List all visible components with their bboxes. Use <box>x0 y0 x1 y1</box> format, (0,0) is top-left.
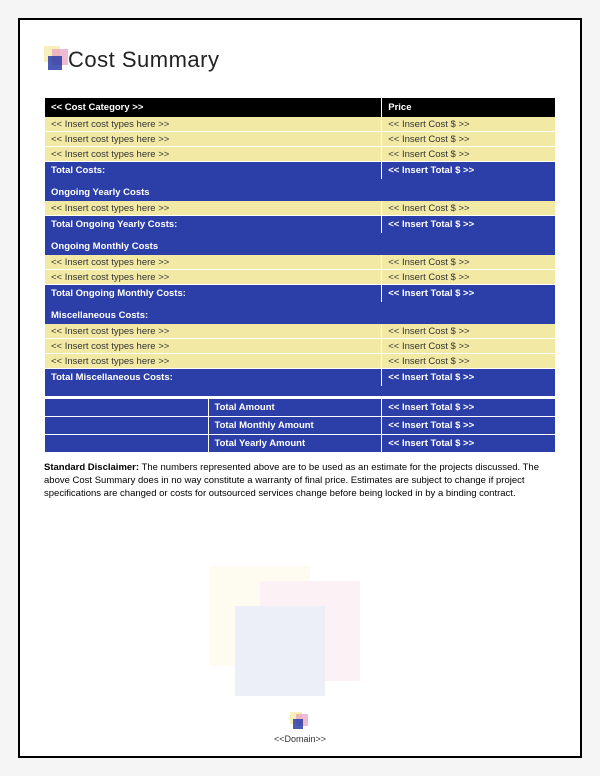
cost-type: << Insert cost types here >> <box>45 147 382 162</box>
summary-label: Total Amount <box>208 399 382 417</box>
section-heading-row: Miscellaneous Costs: <box>45 302 556 324</box>
logo-icon <box>44 46 72 74</box>
page-title: Cost Summary <box>68 47 219 73</box>
section-heading-row: Ongoing Yearly Costs <box>45 179 556 201</box>
document-page: Cost Summary << Cost Category >> Price <… <box>18 18 582 758</box>
cost-type: << Insert cost types here >> <box>45 324 382 339</box>
total-row: Total Costs: << Insert Total $ >> <box>45 162 556 180</box>
cost-value: << Insert Cost $ >> <box>382 255 556 270</box>
total-row: Total Ongoing Yearly Costs: << Insert To… <box>45 216 556 234</box>
cost-type: << Insert cost types here >> <box>45 132 382 147</box>
summary-label: Total Yearly Amount <box>208 435 382 453</box>
header-category: << Cost Category >> <box>45 98 382 117</box>
cost-value: << Insert Cost $ >> <box>382 147 556 162</box>
cost-row: << Insert cost types here >> << Insert C… <box>45 270 556 285</box>
total-value: << Insert Total $ >> <box>382 216 556 234</box>
cost-row: << Insert cost types here >> << Insert C… <box>45 147 556 162</box>
section-heading: Ongoing Monthly Costs <box>45 233 556 255</box>
summary-value: << Insert Total $ >> <box>382 435 556 453</box>
cost-type: << Insert cost types here >> <box>45 354 382 369</box>
section-heading: Ongoing Yearly Costs <box>45 179 556 201</box>
table-header-row: << Cost Category >> Price <box>45 98 556 117</box>
summary-row: Total Amount << Insert Total $ >> <box>45 399 556 417</box>
cost-value: << Insert Cost $ >> <box>382 324 556 339</box>
cost-row: << Insert cost types here >> << Insert C… <box>45 132 556 147</box>
cost-type: << Insert cost types here >> <box>45 117 382 132</box>
summary-blank <box>45 435 209 453</box>
total-label: Total Costs: <box>45 162 382 180</box>
footer-text: <<Domain>> <box>20 734 580 744</box>
summary-blank <box>45 399 209 417</box>
disclaimer-text: Standard Disclaimer: The numbers represe… <box>44 462 556 500</box>
cost-row: << Insert cost types here >> << Insert C… <box>45 255 556 270</box>
spacer-row <box>45 386 556 396</box>
disclaimer-title: Standard Disclaimer: <box>44 462 139 473</box>
section-heading-row: Ongoing Monthly Costs <box>45 233 556 255</box>
total-value: << Insert Total $ >> <box>382 162 556 180</box>
total-value: << Insert Total $ >> <box>382 285 556 303</box>
cost-row: << Insert cost types here >> << Insert C… <box>45 201 556 216</box>
cost-value: << Insert Cost $ >> <box>382 339 556 354</box>
summary-table: Total Amount << Insert Total $ >> Total … <box>44 398 556 452</box>
cost-row: << Insert cost types here >> << Insert C… <box>45 324 556 339</box>
cost-type: << Insert cost types here >> <box>45 339 382 354</box>
cost-value: << Insert Cost $ >> <box>382 354 556 369</box>
total-label: Total Ongoing Yearly Costs: <box>45 216 382 234</box>
cost-type: << Insert cost types here >> <box>45 255 382 270</box>
cost-row: << Insert cost types here >> << Insert C… <box>45 339 556 354</box>
total-value: << Insert Total $ >> <box>382 369 556 387</box>
page-footer: <<Domain>> <box>20 712 580 744</box>
section-heading: Miscellaneous Costs: <box>45 302 556 324</box>
total-label: Total Ongoing Monthly Costs: <box>45 285 382 303</box>
cost-value: << Insert Cost $ >> <box>382 201 556 216</box>
summary-value: << Insert Total $ >> <box>382 417 556 435</box>
header-price: Price <box>382 98 556 117</box>
cost-value: << Insert Cost $ >> <box>382 270 556 285</box>
cost-type: << Insert cost types here >> <box>45 201 382 216</box>
watermark-logo <box>210 566 390 696</box>
summary-label: Total Monthly Amount <box>208 417 382 435</box>
summary-value: << Insert Total $ >> <box>382 399 556 417</box>
total-label: Total Miscellaneous Costs: <box>45 369 382 387</box>
summary-row: Total Monthly Amount << Insert Total $ >… <box>45 417 556 435</box>
cost-row: << Insert cost types here >> << Insert C… <box>45 354 556 369</box>
footer-logo-icon <box>290 712 310 732</box>
summary-blank <box>45 417 209 435</box>
cost-row: << Insert cost types here >> << Insert C… <box>45 117 556 132</box>
total-row: Total Miscellaneous Costs: << Insert Tot… <box>45 369 556 387</box>
cost-type: << Insert cost types here >> <box>45 270 382 285</box>
cost-summary-table: << Cost Category >> Price << Insert cost… <box>44 98 556 396</box>
summary-row: Total Yearly Amount << Insert Total $ >> <box>45 435 556 453</box>
cost-value: << Insert Cost $ >> <box>382 132 556 147</box>
page-header: Cost Summary <box>44 46 556 74</box>
cost-value: << Insert Cost $ >> <box>382 117 556 132</box>
total-row: Total Ongoing Monthly Costs: << Insert T… <box>45 285 556 303</box>
